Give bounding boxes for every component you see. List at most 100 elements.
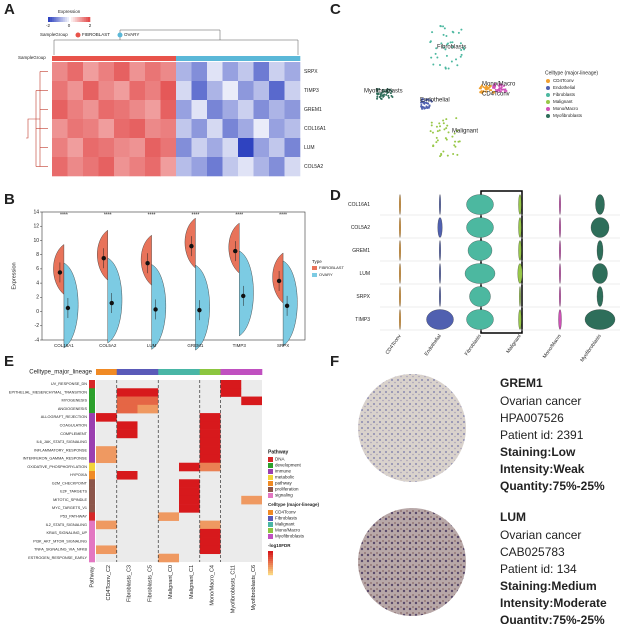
heat-cell: [145, 100, 161, 120]
x-tick-label: Mono/Macro: [542, 333, 563, 359]
group-strip: [191, 56, 208, 61]
heat-cell: [52, 138, 68, 158]
pathway-label: ESTROGEN_RESPONSE_EARLY: [28, 556, 87, 560]
ihc-text: GREM1: [500, 376, 543, 390]
heat-cell: [116, 388, 138, 397]
cell-dot: [445, 138, 448, 141]
heat-cell: [129, 100, 146, 120]
cluster-label: CD4Tconv: [482, 92, 510, 98]
pathway-label: E2F_TARGETS: [60, 490, 87, 494]
heat-cell: [83, 81, 99, 101]
cell-dot: [429, 99, 432, 102]
celltype-strip: [158, 369, 180, 375]
legend-gradient: [62, 17, 66, 22]
heat-cell: [67, 138, 84, 158]
cell-dot: [456, 64, 459, 67]
significance: ****: [279, 212, 287, 218]
heat-cell: [67, 81, 84, 101]
heat-cell: [199, 545, 221, 555]
violin: [399, 217, 401, 238]
legend-swatch: [268, 469, 273, 474]
heat-cell: [98, 157, 115, 177]
legend-gradient: [64, 17, 68, 22]
heat-cell: [199, 446, 221, 455]
heat-cell: [269, 119, 285, 139]
violin: [466, 217, 494, 238]
cell-dot: [482, 90, 485, 93]
legend-entry: Fibroblasts: [275, 516, 298, 521]
violin: [559, 217, 561, 238]
violin-half: [53, 244, 65, 295]
legend-gradient: [54, 17, 57, 22]
cell-dot: [498, 87, 501, 90]
pathway-strip: [89, 429, 95, 439]
cell-dot: [455, 58, 458, 61]
cell-dot: [430, 124, 433, 127]
heat-cell: [191, 81, 208, 101]
legend-dot: [75, 32, 81, 38]
heat-cell: [199, 454, 221, 464]
heat-cell: [96, 446, 117, 455]
mean-point: [284, 303, 290, 309]
cell-dot: [424, 107, 427, 110]
mean-point: [233, 248, 238, 254]
pathway-strip: [89, 520, 95, 530]
mean-point: [145, 261, 150, 266]
cell-dot: [438, 129, 441, 132]
cell-dot: [429, 130, 432, 133]
x-tick-label: SRPX: [277, 343, 289, 348]
heat-cell: [199, 413, 221, 422]
pathway-strip: [89, 437, 95, 447]
legend-swatch: [268, 457, 273, 462]
x-tick-label: Endothelial: [424, 333, 443, 357]
heat-cell: [137, 388, 159, 397]
legend-gradient: [52, 17, 55, 22]
legend-gradient: [268, 563, 273, 566]
heat-cell: [52, 100, 68, 120]
heat-cell: [284, 81, 301, 101]
legend-dot: [546, 86, 550, 90]
cell-dot: [429, 41, 432, 44]
cell-dot: [376, 93, 379, 96]
cell-dot: [380, 92, 383, 95]
cell-dot: [453, 144, 456, 147]
legend-title: Celltype (major-lineage): [268, 502, 320, 507]
pathway-strip: [89, 413, 95, 422]
legend-entry: Myofibroblasts: [275, 534, 305, 539]
y-tick-label: 14: [33, 209, 39, 215]
heat-cell: [98, 62, 115, 82]
violin-half: [184, 217, 196, 269]
heat-cell: [222, 157, 239, 177]
legend-gradient: [85, 17, 89, 22]
heat-cell: [52, 62, 68, 82]
cell-dot: [485, 87, 488, 90]
ihc-text: CAB025783: [500, 545, 565, 559]
cell-dot: [426, 107, 429, 110]
heat-cell: [179, 487, 200, 497]
cell-dot: [420, 106, 423, 109]
pathway-strip: [89, 528, 95, 538]
cluster-label: Mono/Macro: [482, 82, 516, 88]
heat-cell: [83, 119, 99, 139]
legend-swatch: [268, 463, 273, 468]
cell-dot: [383, 93, 386, 96]
legend-entry: DNA: [275, 457, 285, 462]
gene-label: COL5A2: [351, 225, 370, 231]
heat-cell: [52, 119, 68, 139]
cell-dot: [442, 46, 445, 49]
x-tick-label: TIMP3: [233, 343, 247, 348]
legend-gradient: [268, 551, 273, 554]
heat-cell: [238, 62, 254, 82]
legend-gradient: [48, 17, 51, 22]
cell-dot: [422, 101, 425, 104]
heat-cell: [207, 138, 223, 158]
cell-dot: [390, 94, 393, 97]
cell-dot: [439, 125, 442, 128]
legend-swatch: [268, 493, 273, 498]
group-strip: [284, 56, 301, 61]
cell-dot: [436, 139, 439, 142]
celltype-strip: [220, 369, 242, 375]
heat-cell: [160, 157, 177, 177]
y-tick-label: 2: [36, 295, 39, 301]
